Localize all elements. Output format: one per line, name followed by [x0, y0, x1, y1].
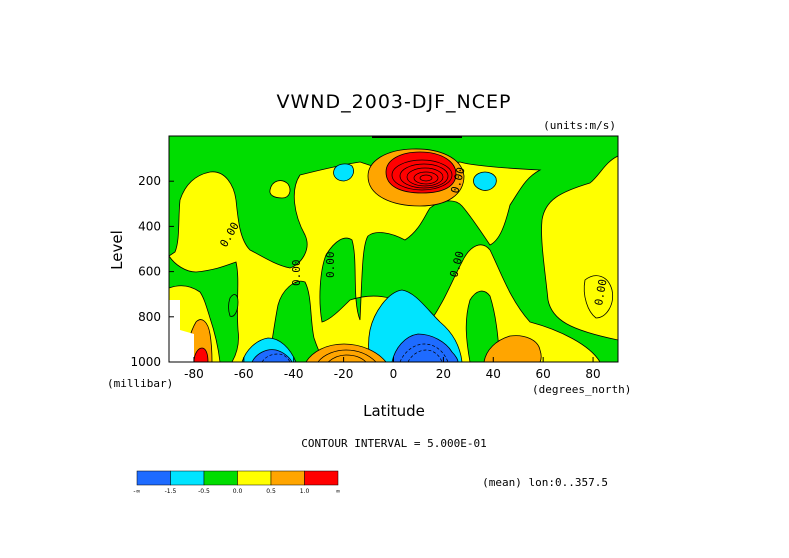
region-cyan-equator-upper	[333, 163, 354, 182]
colorbar: -∞ -1.5 -0.5 0.0 0.5 1.0 ∞	[133, 470, 341, 495]
y-tick-label: 400	[138, 219, 161, 233]
region-yellow-island-1	[269, 180, 291, 199]
x-axis: -80 -60 -40 -20 0 20 40 60 80	[184, 357, 601, 381]
colorbar-tick-label: 1.0	[300, 488, 310, 495]
contour-rings-red-max	[391, 159, 453, 191]
x-tick-label: -40	[284, 367, 304, 381]
x-tick-label: 0	[390, 367, 398, 381]
region-green-left-edge	[169, 255, 239, 362]
y-axis: 200 400 600 800 1000	[130, 174, 174, 369]
contour-rings-orange	[317, 349, 377, 362]
x-tick-label: 40	[486, 367, 501, 381]
colorbar-swatch	[304, 470, 339, 486]
top-edge-contours	[372, 136, 462, 138]
colorbar-tick-label: -1.5	[165, 488, 177, 495]
colorbar-swatch	[203, 470, 238, 486]
colorbar-swatch	[237, 470, 272, 486]
x-tick-label: -20	[334, 367, 354, 381]
contour-field	[169, 136, 618, 362]
region-red-polar-surface	[193, 347, 209, 362]
colorbar-swatch	[170, 470, 205, 486]
x-tick-label: 60	[536, 367, 551, 381]
colorbar-swatch	[136, 470, 171, 486]
region-orange-nh-surface	[483, 335, 542, 362]
region-blue-sh-surface	[251, 349, 293, 362]
colorbar-tick-label: 0.0	[233, 488, 243, 495]
colorbar-tick-label: ∞	[336, 488, 341, 495]
region-green-small-blob	[228, 294, 239, 317]
y-tick-label: 200	[138, 174, 161, 188]
y-tick-label: 600	[138, 265, 161, 279]
x-tick-label: -80	[184, 367, 204, 381]
colorbar-swatch	[270, 470, 305, 486]
region-orange-sh-subtropic-surface	[305, 343, 387, 362]
contour-label: 0.00	[324, 252, 337, 279]
y-axis-units: (millibar)	[107, 377, 173, 390]
contour-rings-blue-min	[261, 343, 449, 362]
x-axis-units: (degrees_north)	[532, 383, 631, 396]
x-tick-label: -60	[234, 367, 254, 381]
contour-interval-text: CONTOUR INTERVAL = 5.000E-01	[301, 437, 486, 450]
contour-label: 0.00	[290, 260, 303, 287]
region-blue-equator-surface	[391, 333, 459, 362]
region-yellow-island-2	[583, 275, 613, 319]
x-axis-label: Latitude	[363, 402, 425, 420]
colorbar-tick-label: -∞	[133, 488, 140, 495]
y-tick-label: 800	[138, 310, 161, 324]
x-tick-label: 20	[436, 367, 451, 381]
contour-label: 0.00	[592, 278, 609, 306]
x-tick-label: 80	[585, 367, 600, 381]
units-note: (units:m/s)	[543, 119, 616, 132]
y-tick-label: 1000	[130, 355, 161, 369]
colorbar-tick-label: -0.5	[198, 488, 210, 495]
y-axis-label: Level	[108, 230, 126, 270]
region-missing-data	[169, 300, 194, 362]
colorbar-tick-label: 0.5	[266, 488, 276, 495]
region-green-right-column	[465, 290, 501, 362]
footnote: (mean) lon:0..357.5	[482, 476, 608, 489]
chart-title: VWND_2003-DJF_NCEP	[277, 91, 512, 113]
region-cyan-nh-upper	[473, 171, 497, 191]
